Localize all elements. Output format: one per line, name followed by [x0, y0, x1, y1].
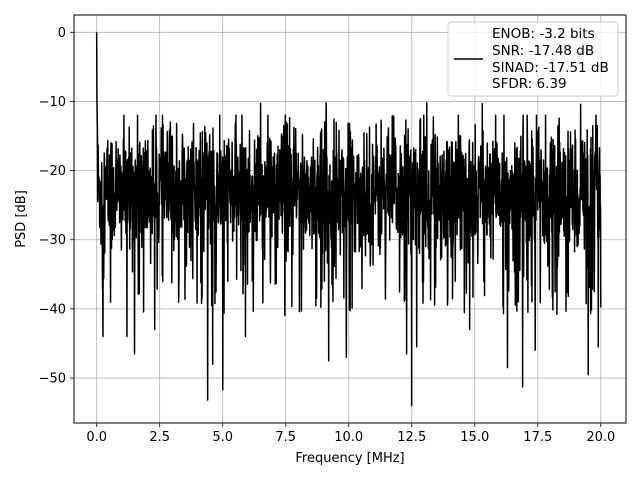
y-tick-label: 0 [58, 26, 66, 41]
x-tick-label: 12.5 [397, 430, 426, 445]
plot-area [95, 32, 602, 407]
legend-entry-sinad: SINAD: -17.51 dB [492, 60, 609, 76]
x-tick-label: 17.5 [523, 430, 552, 445]
x-tick-label: 7.5 [275, 430, 296, 445]
axes-frame [73, 14, 627, 424]
legend-box [447, 21, 619, 97]
legend: ENOB: -3.2 bits SNR: -17.48 dB SINAD: -1… [447, 21, 619, 97]
y-tick-label: −40 [39, 302, 66, 317]
x-axis-label: Frequency [MHz] [295, 451, 404, 466]
x-tick-label: 15.0 [460, 430, 489, 445]
y-axis-label: PSD [dB] [14, 190, 29, 248]
x-tick-label: 2.5 [149, 430, 170, 445]
y-tick-label: −20 [39, 164, 66, 179]
legend-entry-enob: ENOB: -3.2 bits [492, 26, 595, 42]
x-tick-label: 0.0 [86, 430, 107, 445]
x-tick-label: 5.0 [212, 430, 233, 445]
legend-entry-sfdr: SFDR: 6.39 [492, 76, 567, 92]
y-ticks: 0 −10 −20 −30 −40 −50 [39, 26, 74, 387]
x-tick-label: 10.0 [334, 430, 363, 445]
y-tick-label: −50 [39, 372, 66, 387]
x-tick-label: 20.0 [586, 430, 615, 445]
legend-entry-snr: SNR: -17.48 dB [492, 43, 594, 59]
y-tick-label: −30 [39, 233, 66, 248]
y-tick-label: −10 [39, 95, 66, 110]
psd-series-line [95, 32, 602, 407]
x-ticks: 0.0 2.5 5.0 7.5 10.0 12.5 15.0 17.5 20.0 [86, 423, 615, 445]
